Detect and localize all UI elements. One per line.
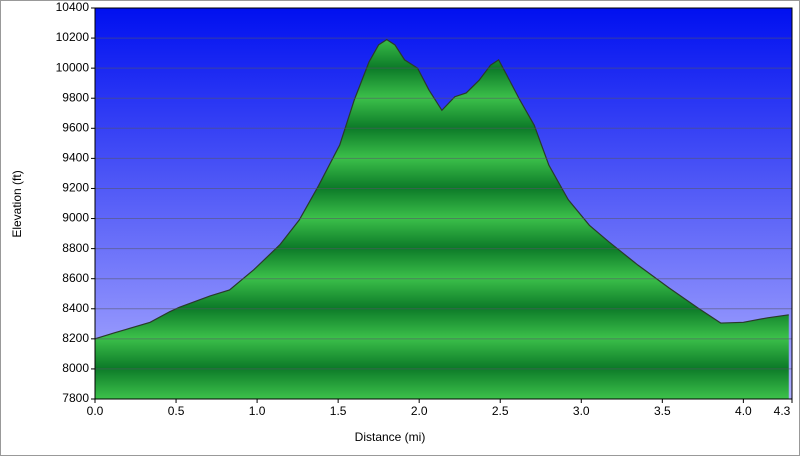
x-tick-label: 0.0 — [87, 404, 104, 418]
y-tick-label: 8800 — [62, 241, 89, 255]
y-tick-label: 8400 — [62, 301, 89, 315]
x-tick-label: 2.5 — [492, 404, 509, 418]
x-tick-label: 3.0 — [573, 404, 590, 418]
x-axis-title: Distance (mi) — [355, 430, 426, 444]
x-tick-label: 0.5 — [168, 404, 185, 418]
y-tick-label: 9800 — [62, 90, 89, 104]
y-tick-label: 8000 — [62, 361, 89, 375]
x-tick-label: 1.0 — [249, 404, 266, 418]
y-axis-title: Elevation (ft) — [10, 170, 24, 237]
y-tick-label: 9200 — [62, 181, 89, 195]
y-tick-label: 9000 — [62, 211, 89, 225]
y-tick-label: 9400 — [62, 151, 89, 165]
area-outline — [94, 38, 789, 340]
y-tick-label: 10200 — [56, 30, 90, 44]
x-tick-label: 4.3 — [774, 404, 791, 418]
plot-border — [94, 7, 793, 400]
y-tick-label: 8600 — [62, 271, 89, 285]
y-tick-label: 10000 — [56, 60, 90, 74]
x-tick-label: 4.0 — [735, 404, 752, 418]
y-tick-label: 7800 — [62, 391, 89, 405]
y-tick-label: 8200 — [62, 331, 89, 345]
y-tick-label: 10400 — [56, 0, 90, 14]
x-tick-label: 2.0 — [411, 404, 428, 418]
x-tick-label: 3.5 — [654, 404, 671, 418]
x-tick-label: 1.5 — [330, 404, 347, 418]
y-tick-label: 9600 — [62, 120, 89, 134]
